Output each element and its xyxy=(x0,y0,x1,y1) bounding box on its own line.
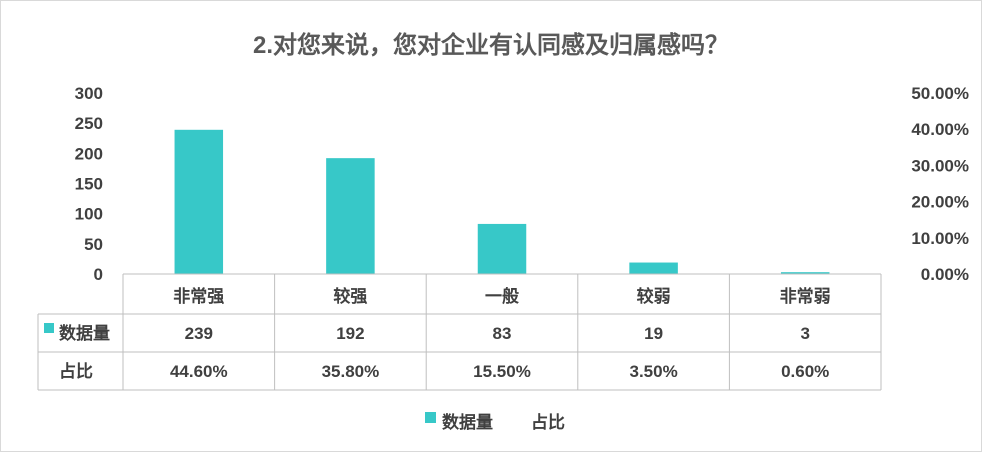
table-cell-value: 239 xyxy=(185,324,213,343)
table-row-header: 占比 xyxy=(59,361,93,381)
table-cell-value: 19 xyxy=(644,324,663,343)
left-axis-tick-label: 100 xyxy=(75,205,103,224)
table-row-header: 数据量 xyxy=(59,323,110,343)
table-cell-value: 44.60% xyxy=(170,362,228,381)
bar xyxy=(780,272,830,274)
left-axis-tick-label: 50 xyxy=(84,235,103,254)
chart-title: 2.对您来说，您对企业有认同感及归属感吗？ xyxy=(253,31,729,59)
left-axis-tick-label: 250 xyxy=(75,114,103,133)
table-cell-value: 35.80% xyxy=(322,362,380,381)
bar xyxy=(477,223,527,274)
table-cell-value: 192 xyxy=(336,324,364,343)
left-axis: 0 50 100 150 200 250 300 xyxy=(75,84,103,284)
category-label: 非常强 xyxy=(173,286,224,306)
table-cell-value: 83 xyxy=(493,324,512,343)
category-label: 较强 xyxy=(333,286,367,306)
right-axis: 0.00% 10.00% 20.00% 30.00% 40.00% 50.00% xyxy=(911,84,969,284)
left-axis-tick-label: 0 xyxy=(94,265,103,284)
legend-label: 数据量 xyxy=(442,412,493,432)
bar xyxy=(174,129,224,274)
legend: 数据量 占比 xyxy=(425,412,565,432)
left-axis-tick-label: 200 xyxy=(75,144,103,163)
table-legend-swatch xyxy=(44,323,54,333)
right-axis-tick-label: 50.00% xyxy=(911,84,969,103)
legend-swatch xyxy=(425,412,436,423)
left-axis-tick-label: 150 xyxy=(75,175,103,194)
bar xyxy=(326,158,375,274)
category-label: 非常弱 xyxy=(780,286,831,306)
table-cell-value: 3 xyxy=(800,324,809,343)
table-cell-value: 15.50% xyxy=(473,362,531,381)
bar-series xyxy=(174,129,830,274)
right-axis-tick-label: 40.00% xyxy=(911,120,969,139)
left-axis-tick-label: 300 xyxy=(75,84,103,103)
category-label: 较弱 xyxy=(637,286,671,306)
category-label: 一般 xyxy=(485,286,519,306)
right-axis-tick-label: 0.00% xyxy=(921,265,969,284)
table-cell-value: 0.60% xyxy=(781,362,829,381)
right-axis-tick-label: 10.00% xyxy=(911,229,969,248)
right-axis-tick-label: 20.00% xyxy=(911,193,969,212)
right-axis-tick-label: 30.00% xyxy=(911,156,969,175)
table-cell-value: 3.50% xyxy=(629,362,677,381)
legend-label: 占比 xyxy=(531,412,565,432)
bar xyxy=(629,262,678,274)
